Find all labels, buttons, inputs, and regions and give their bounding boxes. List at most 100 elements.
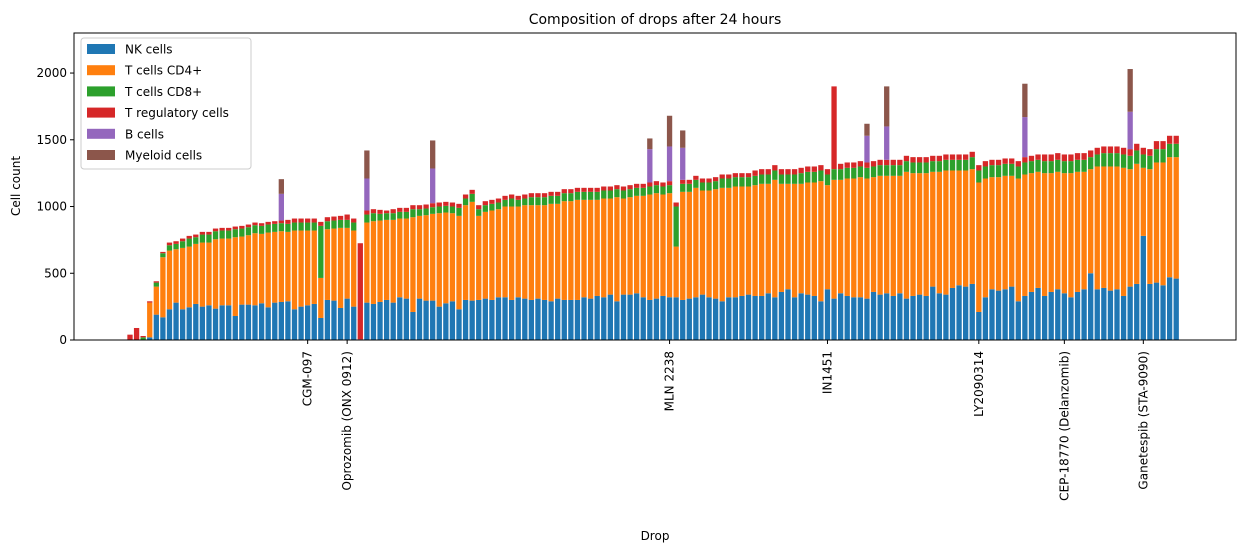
y-axis-label: Cell count (9, 156, 23, 216)
bar-segment (502, 297, 508, 340)
bar-segment (923, 295, 929, 340)
bar-segment (673, 246, 679, 298)
bar-segment (1028, 161, 1035, 174)
bar-segment (160, 253, 166, 258)
x-tick-label: CGM-097 (301, 351, 315, 406)
bar-segment (1101, 146, 1107, 154)
bar-segment (193, 234, 199, 238)
bar-segment (594, 187, 600, 192)
bar-segment (660, 295, 666, 340)
bar-segment (634, 187, 640, 196)
bar-segment (903, 298, 910, 340)
bar-segment (482, 205, 488, 212)
bar-segment (719, 301, 725, 340)
bar-segment (1061, 173, 1068, 294)
bar-segment (1134, 143, 1140, 151)
bar-segment (831, 169, 837, 180)
bar-segment (574, 191, 581, 200)
plot-frame (73, 32, 1237, 341)
bar-segment (245, 224, 252, 228)
bar-segment (449, 202, 456, 207)
bar-segment (370, 213, 377, 222)
bar-segment (693, 179, 699, 188)
bar-segment (620, 198, 627, 295)
bar-segment (594, 191, 600, 200)
bar-segment (930, 155, 936, 162)
bar-segment (1035, 171, 1041, 288)
bar-segment (456, 203, 462, 208)
bar-segment (1107, 166, 1114, 291)
y-axis: 0 500 1000 1500 2000 (36, 66, 74, 347)
bar-segment (936, 155, 942, 162)
bar-segment (1166, 157, 1173, 278)
bar-segment (397, 297, 403, 340)
bar-segment (147, 337, 153, 340)
bar-segment (805, 171, 811, 183)
bar-segment (614, 189, 620, 198)
bar-segment (601, 190, 607, 199)
bar-segment (364, 222, 370, 303)
bar-segment (410, 217, 416, 312)
bar-segment (857, 161, 864, 167)
bar-segment (772, 179, 778, 298)
bar-segment (647, 149, 653, 183)
x-axis: CGM-097 Oprozomib (ONX 0912) MLN 2238 IN145… (301, 340, 1150, 501)
bar-segment (298, 230, 304, 307)
bar-segment (1028, 291, 1035, 340)
bar-segment (884, 175, 890, 294)
bar-segment (976, 165, 982, 171)
bar-segment (673, 297, 679, 340)
bar-segment (640, 297, 646, 340)
bar-segment (680, 130, 686, 148)
bar-segment (699, 190, 706, 295)
bar-segment (548, 301, 554, 340)
bar-segment (305, 218, 311, 223)
bar-segment (884, 159, 890, 166)
bar-segment (331, 228, 337, 301)
bar-segment (265, 224, 271, 233)
bar-segment (791, 169, 798, 175)
bar-segment (1015, 161, 1021, 167)
bar-segment (1074, 171, 1081, 292)
bar-segment (278, 179, 284, 194)
bar-segment (634, 293, 640, 340)
bar-segment (258, 225, 265, 234)
bar-segment (732, 173, 739, 178)
bar-segment (811, 166, 817, 172)
bar-segment (1009, 163, 1015, 176)
bar-segment (1061, 293, 1068, 340)
bar-segment (278, 231, 284, 302)
bar-segment (640, 187, 646, 196)
bar-segment (982, 178, 989, 298)
bar-segment (1041, 161, 1048, 174)
bar-segment (666, 193, 673, 298)
bar-segment (647, 138, 653, 150)
bar-segment (851, 167, 857, 179)
bar-segment (166, 309, 173, 340)
bar-segment (160, 317, 166, 340)
bar-segment (818, 181, 824, 302)
bar-segment (179, 309, 186, 340)
bar-segment (969, 169, 975, 284)
bar-segment (522, 194, 528, 199)
bar-segment (561, 299, 567, 340)
bar-segment (535, 197, 541, 206)
bar-segment (923, 157, 929, 163)
bar-segment (1107, 153, 1114, 167)
bar-segment (324, 221, 331, 230)
bar-segment (1134, 163, 1140, 284)
y-tick-label: 0 (59, 333, 67, 347)
bar-segment (601, 198, 607, 298)
bar-segment (232, 226, 238, 230)
bar-segment (1153, 149, 1160, 163)
y-tick-label: 1000 (36, 200, 67, 214)
bar-segment (963, 170, 969, 287)
bar-segment (1015, 166, 1021, 179)
bar-segment (752, 185, 758, 296)
bar-segment (495, 202, 502, 210)
bar-segment (522, 198, 528, 206)
bar-segment (857, 177, 864, 298)
bar-segment (732, 186, 739, 298)
legend-swatch (87, 44, 115, 54)
legend-box (80, 37, 252, 170)
